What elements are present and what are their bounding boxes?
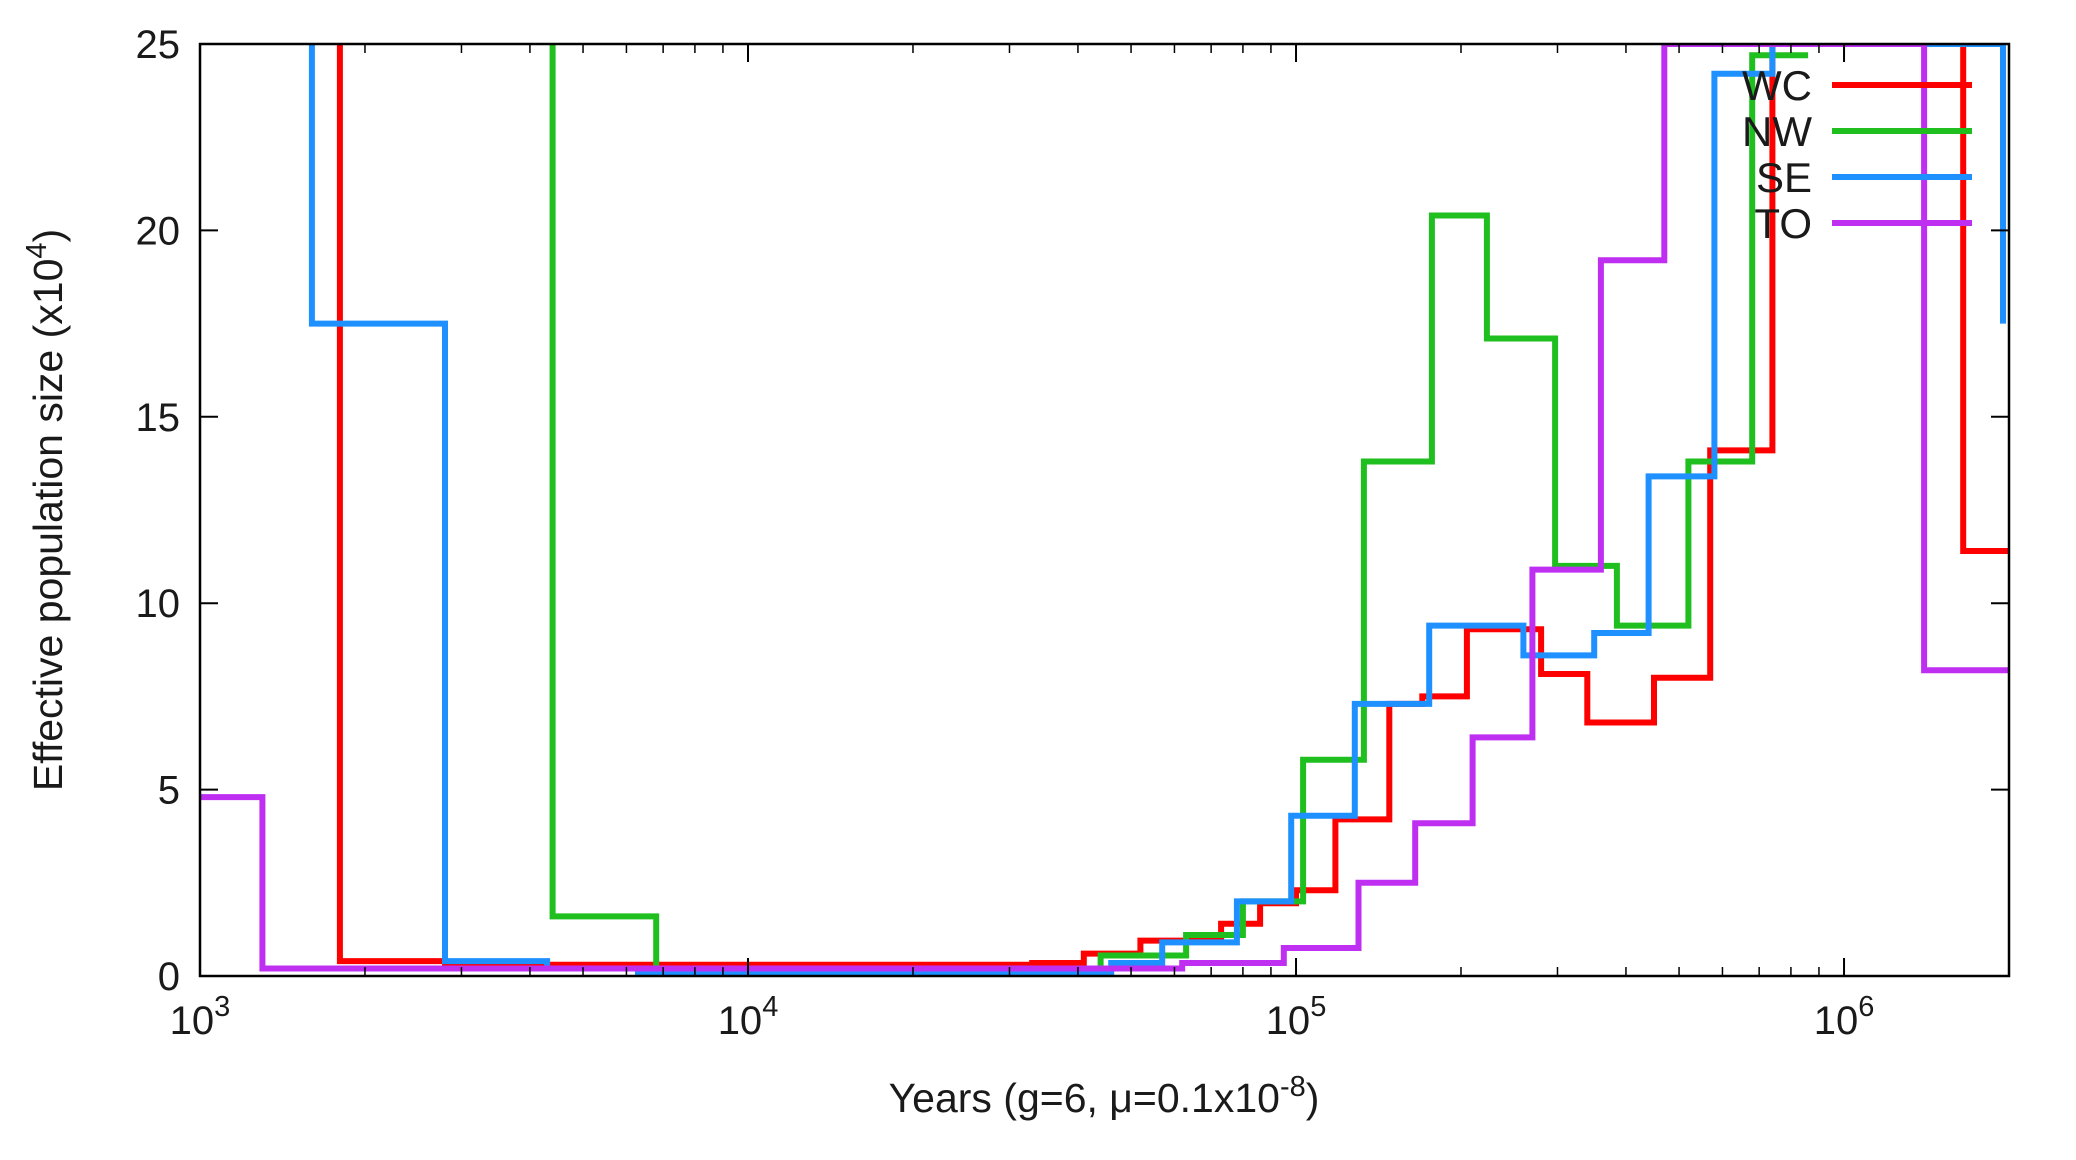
x-axis-label-end: ) <box>1306 1075 1320 1121</box>
x-tick-label-base: 10 <box>170 999 215 1043</box>
legend-item-nw: NW <box>1742 108 1972 155</box>
x-tick-label-base: 10 <box>718 999 763 1043</box>
x-tick-label-exponent: 5 <box>1310 991 1326 1023</box>
x-tick-label-exponent: 4 <box>762 991 778 1023</box>
x-tick-label-base: 10 <box>1266 999 1311 1043</box>
x-tick-label: 104 <box>718 991 779 1043</box>
legend-label: WC <box>1742 62 1812 109</box>
series-line-nw <box>549 44 1809 974</box>
y-axis-label-exponent: 4 <box>21 242 53 258</box>
y-tick-label: 10 <box>136 582 181 626</box>
y-axis-label: Effective population size (x104) <box>21 229 71 791</box>
x-tick-label-exponent: 6 <box>1858 991 1874 1023</box>
x-tick-label-exponent: 3 <box>214 991 230 1023</box>
x-tick-label: 105 <box>1266 991 1327 1043</box>
x-tick-label-base: 10 <box>1814 999 1859 1043</box>
legend-label: SE <box>1756 154 1812 201</box>
y-tick-label: 25 <box>136 23 181 67</box>
series-line-to <box>200 44 2009 972</box>
y-axis-label-end: ) <box>25 229 71 243</box>
y-tick-label: 20 <box>136 209 181 253</box>
y-axis-label-main: Effective population size (x10 <box>25 259 71 792</box>
x-tick-label: 103 <box>170 991 231 1043</box>
series-line-wc <box>336 44 2009 968</box>
y-tick-label: 0 <box>158 955 180 999</box>
x-axis-label-exponent: -8 <box>1280 1071 1306 1103</box>
legend-item-wc: WC <box>1742 62 1972 109</box>
y-tick-label: 5 <box>158 769 180 813</box>
legend-item-se: SE <box>1756 154 1972 201</box>
plot-frame <box>198 42 2011 978</box>
legend-item-to: TO <box>1754 200 1972 247</box>
y-tick-label: 15 <box>136 396 181 440</box>
x-axis-label: Years (g=6, μ=0.1x10-8) <box>889 1071 1320 1121</box>
x-axis-label-main: Years (g=6, μ=0.1x10 <box>889 1075 1280 1121</box>
legend-label: NW <box>1742 108 1812 155</box>
x-tick-label: 106 <box>1814 991 1875 1043</box>
series-layer <box>200 44 2009 976</box>
legend-label: TO <box>1754 200 1812 247</box>
